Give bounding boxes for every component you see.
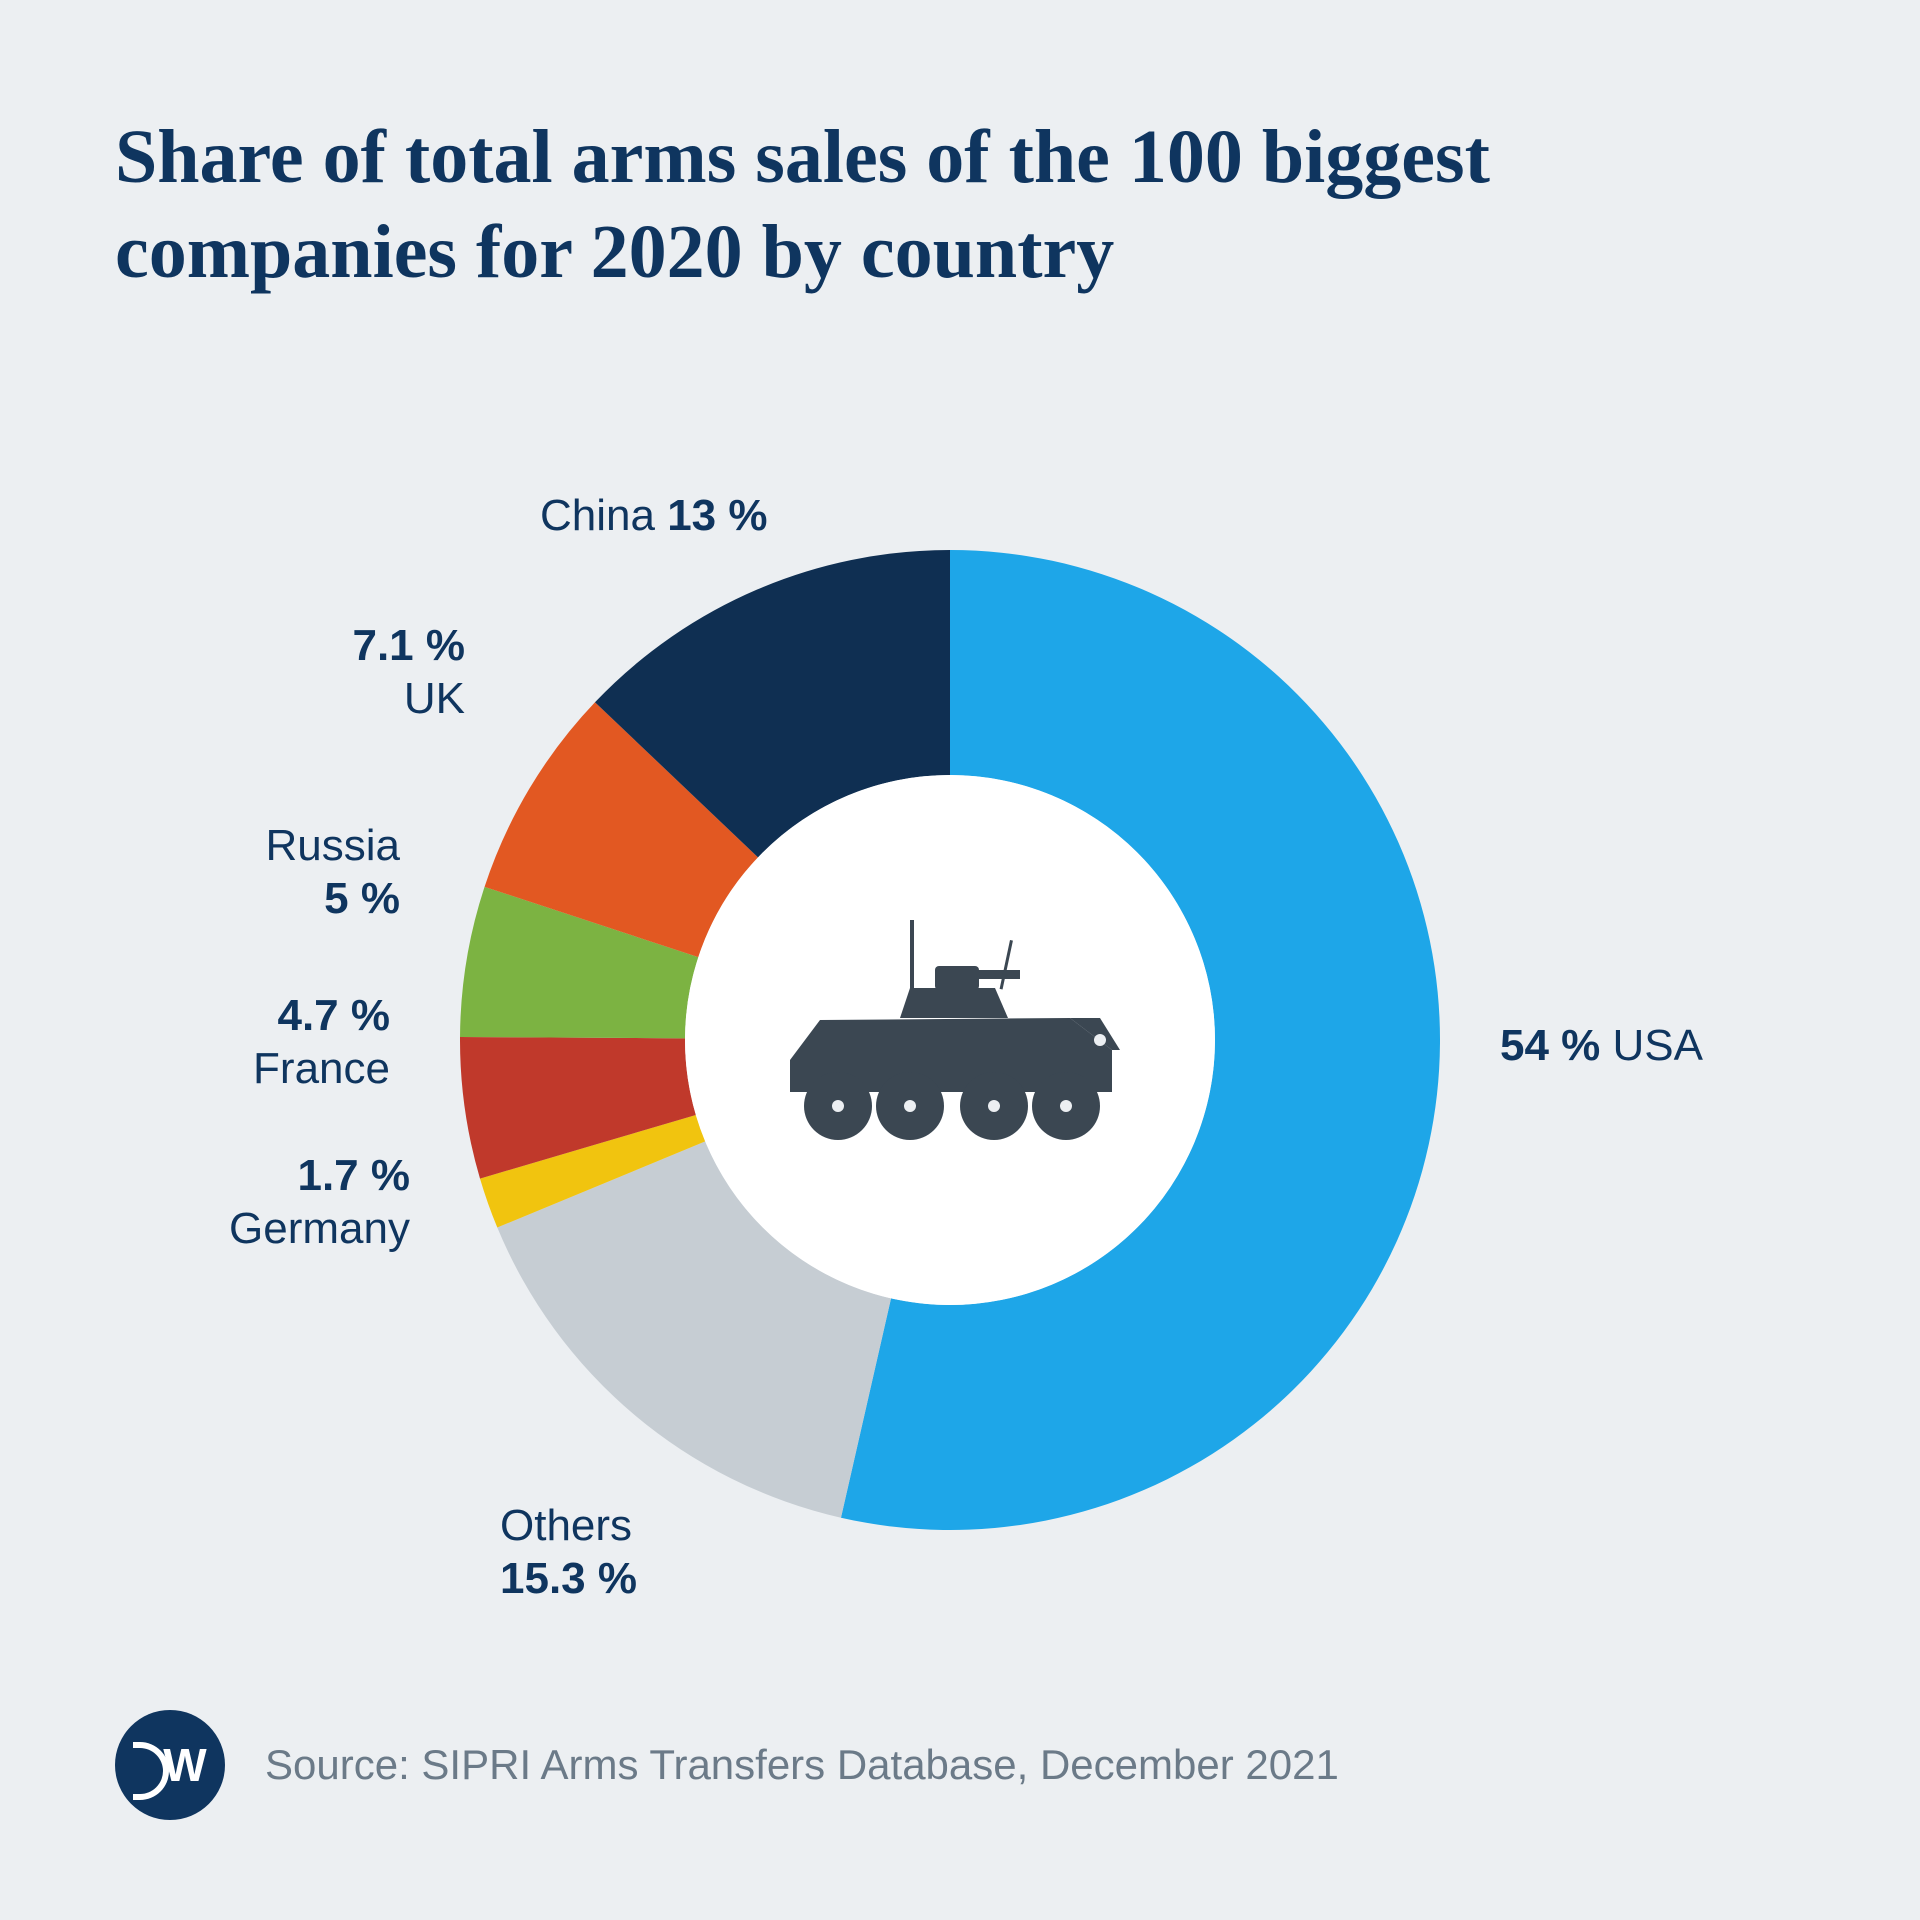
- source-text: Source: SIPRI Arms Transfers Database, D…: [265, 1741, 1339, 1789]
- label-uk-pct: 7.1 %: [305, 620, 465, 673]
- armored-vehicle-icon: [760, 910, 1140, 1170]
- label-china: China 13 %: [540, 490, 768, 543]
- label-usa: 54 % USA: [1500, 1020, 1703, 1073]
- label-uk: 7.1 % UK: [305, 620, 465, 726]
- label-france-pct: 4.7 %: [210, 990, 390, 1043]
- label-russia-pct: 5 %: [230, 873, 400, 926]
- label-others-name: Others: [500, 1500, 637, 1553]
- label-usa-pct: 54 %: [1500, 1021, 1600, 1070]
- label-china-pct: 13 %: [667, 491, 767, 540]
- label-others-pct: 15.3 %: [500, 1553, 637, 1606]
- label-others: Others 15.3 %: [500, 1500, 637, 1606]
- footer: W Source: SIPRI Arms Transfers Database,…: [115, 1710, 1339, 1820]
- label-france: 4.7 % France: [210, 990, 390, 1096]
- label-germany-pct: 1.7 %: [180, 1150, 410, 1203]
- label-russia-name: Russia: [230, 820, 400, 873]
- label-france-name: France: [210, 1043, 390, 1096]
- label-usa-name: USA: [1613, 1021, 1703, 1070]
- label-china-name: China: [540, 491, 655, 540]
- donut-chart: 54 % USA China 13 % 7.1 % UK Russia 5 % …: [0, 490, 1920, 1590]
- label-germany-name: Germany: [180, 1203, 410, 1256]
- label-germany: 1.7 % Germany: [180, 1150, 410, 1256]
- label-uk-name: UK: [305, 673, 465, 726]
- label-russia: Russia 5 %: [230, 820, 400, 926]
- chart-title: Share of total arms sales of the 100 big…: [115, 110, 1805, 300]
- dw-logo-icon: W: [115, 1710, 225, 1820]
